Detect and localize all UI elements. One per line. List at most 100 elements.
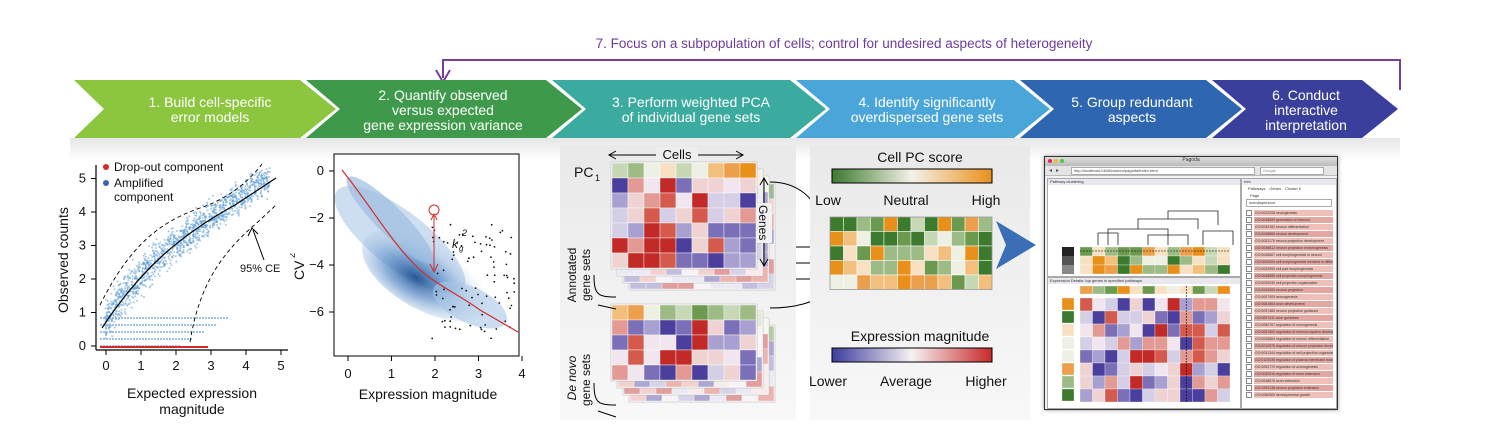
go-term-row[interactable]: GO:0051960 regulation of nervous system … (1246, 328, 1333, 335)
step-5-chevron (1020, 80, 1242, 138)
go-term-row[interactable]: GO:0048667 cell morphogenesis in neuron (1246, 251, 1333, 258)
row-checkbox-icon[interactable] (1246, 342, 1252, 349)
go-term-row[interactable]: GO:0007411 axon guidance (1246, 314, 1333, 321)
row-checkbox-icon[interactable] (1246, 363, 1252, 370)
row-checkbox-icon[interactable] (1246, 391, 1252, 398)
go-term-label: GO:0120035 regulation of plasma membrane… (1254, 356, 1333, 363)
cells-label: Cells (663, 147, 692, 162)
row-checkbox-icon[interactable] (1246, 265, 1252, 272)
go-term-row[interactable]: GO:0048699 generation of neurons (1246, 216, 1333, 223)
row-checkbox-icon[interactable] (1246, 384, 1252, 391)
row-checkbox-icon[interactable] (1246, 314, 1252, 321)
back-icon[interactable]: ◂ (1049, 168, 1053, 174)
score-cell (856, 260, 871, 276)
row-checkbox-icon[interactable] (1246, 286, 1252, 293)
go-term-label: GO:0097485 neuron projection guidance (1254, 307, 1333, 314)
row-checkbox-icon[interactable] (1246, 370, 1252, 377)
score-cell (951, 231, 966, 247)
score-cell (870, 231, 885, 247)
url-bar[interactable]: http://localhost:1468/custom/pagoda/inde… (1071, 167, 1255, 175)
row-checkbox-icon[interactable] (1246, 244, 1252, 251)
row-checkbox-icon[interactable] (1246, 307, 1252, 314)
row-checkbox-icon[interactable] (1246, 230, 1252, 237)
tab-genes[interactable]: Genes (1269, 186, 1282, 191)
row-checkbox-icon[interactable] (1246, 349, 1252, 356)
p2-ytick: −4 (309, 257, 324, 272)
row-checkbox-icon[interactable] (1246, 216, 1252, 223)
step-3-chevron (552, 80, 826, 138)
tab-cluster[interactable]: Cluster k (1285, 186, 1301, 191)
go-term-row[interactable]: GO:0060560 developmental growth (1246, 391, 1333, 398)
tab-pathways[interactable]: Pathways (1248, 186, 1266, 191)
sidebar-pager[interactable]: Page (1250, 193, 1260, 198)
go-term-row[interactable]: GO:1990138 neuron projection extension (1246, 384, 1333, 391)
row-checkbox-icon[interactable] (1246, 356, 1252, 363)
row-checkbox-icon[interactable] (1246, 335, 1252, 342)
denovo-label-2: gene sets (579, 354, 593, 406)
go-term-row[interactable]: GO:0031344 regulation of cell projection… (1246, 349, 1333, 356)
row-checkbox-icon[interactable] (1246, 377, 1252, 384)
go-term-row[interactable]: GO:0043005 neuron projection (1246, 286, 1333, 293)
p2-xtick: 4 (518, 366, 525, 381)
go-term-row[interactable]: GO:0048812 neuron projection morphogenes… (1246, 244, 1333, 251)
go-term-row[interactable]: GO:0050767 regulation of neurogenesis (1246, 321, 1333, 328)
row-checkbox-icon[interactable] (1246, 293, 1252, 300)
row-checkbox-icon[interactable] (1246, 328, 1252, 335)
go-term-row[interactable]: GO:0048858 cell projection morphogenesis (1246, 272, 1333, 279)
amplified-fit-line (101, 177, 277, 329)
p2-ytick: −2 (309, 210, 324, 225)
row-checkbox-icon[interactable] (1246, 321, 1252, 328)
search-field[interactable]: Google (1260, 167, 1324, 175)
close-icon[interactable] (1048, 159, 1052, 163)
go-term-row[interactable]: GO:0022008 neurogenesis (1246, 209, 1333, 216)
row-checkbox-icon[interactable] (1246, 251, 1252, 258)
score-neutral-label: Neutral (883, 192, 928, 208)
score-cell (870, 216, 885, 232)
amplified-legend-text-2: component (114, 190, 174, 204)
score-cell (924, 216, 939, 232)
dropout-legend-marker (103, 164, 109, 170)
go-term-row[interactable]: GO:0030516 regulation of axon extension (1246, 370, 1333, 377)
go-term-row[interactable]: GO:0097485 neuron projection guidance (1246, 307, 1333, 314)
go-term-row[interactable]: GO:0030030 cell projection organization (1246, 279, 1333, 286)
go-term-label: GO:0043005 neuron projection (1254, 286, 1333, 293)
p1-xtick: 0 (102, 358, 109, 373)
row-checkbox-icon[interactable] (1246, 279, 1252, 286)
maximize-icon[interactable] (1060, 159, 1064, 163)
go-term-row[interactable]: GO:0050770 regulation of axonogenesis (1246, 363, 1333, 370)
big-arrow-icon (996, 221, 1036, 269)
row-checkbox-icon[interactable] (1246, 237, 1252, 244)
row-checkbox-icon[interactable] (1246, 272, 1252, 279)
sidebar-search-input[interactable]: overdispersion (1246, 199, 1332, 207)
go-term-row[interactable]: GO:0030182 neuron differentiation (1246, 223, 1333, 230)
go-term-row[interactable]: GO:0007409 axonogenesis (1246, 293, 1333, 300)
forward-icon[interactable]: ▸ (1056, 168, 1060, 174)
score-high-label: High (972, 192, 1001, 208)
details-title: Expression Details: top genes in specifi… (1048, 278, 1240, 284)
go-term-label: GO:0048812 neuron projection morphogenes… (1254, 244, 1333, 251)
step-5-label: 5. Group redundant aspects (1071, 94, 1193, 125)
go-term-row[interactable]: GO:0048675 axon extension (1246, 377, 1333, 384)
p1-ytick: 3 (79, 238, 86, 253)
go-term-row[interactable]: GO:0010975 regulation of neuron projecti… (1246, 342, 1333, 349)
go-term-row[interactable]: GO:0031175 neuron projection development (1246, 237, 1333, 244)
ce-upper-bound (99, 163, 263, 306)
go-term-label: GO:0048675 axon extension (1254, 377, 1333, 384)
go-term-label: GO:0050770 regulation of axonogenesis (1254, 363, 1333, 370)
row-checkbox-icon[interactable] (1246, 258, 1252, 265)
score-cell (910, 260, 925, 276)
row-checkbox-icon[interactable] (1246, 223, 1252, 230)
score-cell (829, 274, 844, 290)
row-checkbox-icon[interactable] (1246, 300, 1252, 307)
p1-ytick: 4 (79, 204, 86, 219)
row-checkbox-icon[interactable] (1246, 209, 1252, 216)
go-term-row[interactable]: GO:0061564 axon development (1246, 300, 1333, 307)
go-term-row[interactable]: GO:0032990 cell part morphogenesis (1246, 265, 1333, 272)
go-term-row[interactable]: GO:0120035 regulation of plasma membrane… (1246, 356, 1333, 363)
dropout-legend-text: Drop-out component (114, 160, 224, 174)
go-term-row[interactable]: GO:0000904 cell morphogenesis involved i… (1246, 258, 1333, 265)
minimize-icon[interactable] (1054, 159, 1058, 163)
go-term-row[interactable]: GO:0045664 regulation of neuron differen… (1246, 335, 1333, 342)
clustering-pane: Pathway clustering (1047, 178, 1241, 277)
go-term-row[interactable]: GO:0048666 neuron development (1246, 230, 1333, 237)
